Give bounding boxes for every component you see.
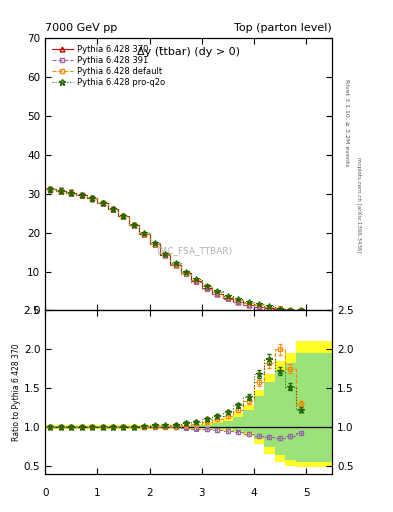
Text: Δy (t̄tbar) (dy > 0): Δy (t̄tbar) (dy > 0) [137, 47, 240, 56]
Text: 0: 0 [42, 487, 48, 498]
Text: mcplots.cern.ch [arXiv:1306.3436]: mcplots.cern.ch [arXiv:1306.3436] [356, 157, 361, 252]
Text: Top (parton level): Top (parton level) [234, 23, 332, 33]
Text: 2: 2 [146, 487, 153, 498]
Legend: Pythia 6.428 370, Pythia 6.428 391, Pythia 6.428 default, Pythia 6.428 pro-q2o: Pythia 6.428 370, Pythia 6.428 391, Pyth… [50, 42, 167, 90]
Y-axis label: Ratio to Pythia 6.428 370: Ratio to Pythia 6.428 370 [12, 343, 21, 441]
Text: 4: 4 [250, 487, 257, 498]
Text: 7000 GeV pp: 7000 GeV pp [45, 23, 118, 33]
Text: 3: 3 [198, 487, 205, 498]
Text: 1: 1 [94, 487, 101, 498]
Text: (MC_FSA_TTBAR): (MC_FSA_TTBAR) [156, 246, 232, 255]
Text: Rivet 3.1.10, ≥ 3.2M events: Rivet 3.1.10, ≥ 3.2M events [344, 79, 349, 167]
Text: 5: 5 [303, 487, 309, 498]
